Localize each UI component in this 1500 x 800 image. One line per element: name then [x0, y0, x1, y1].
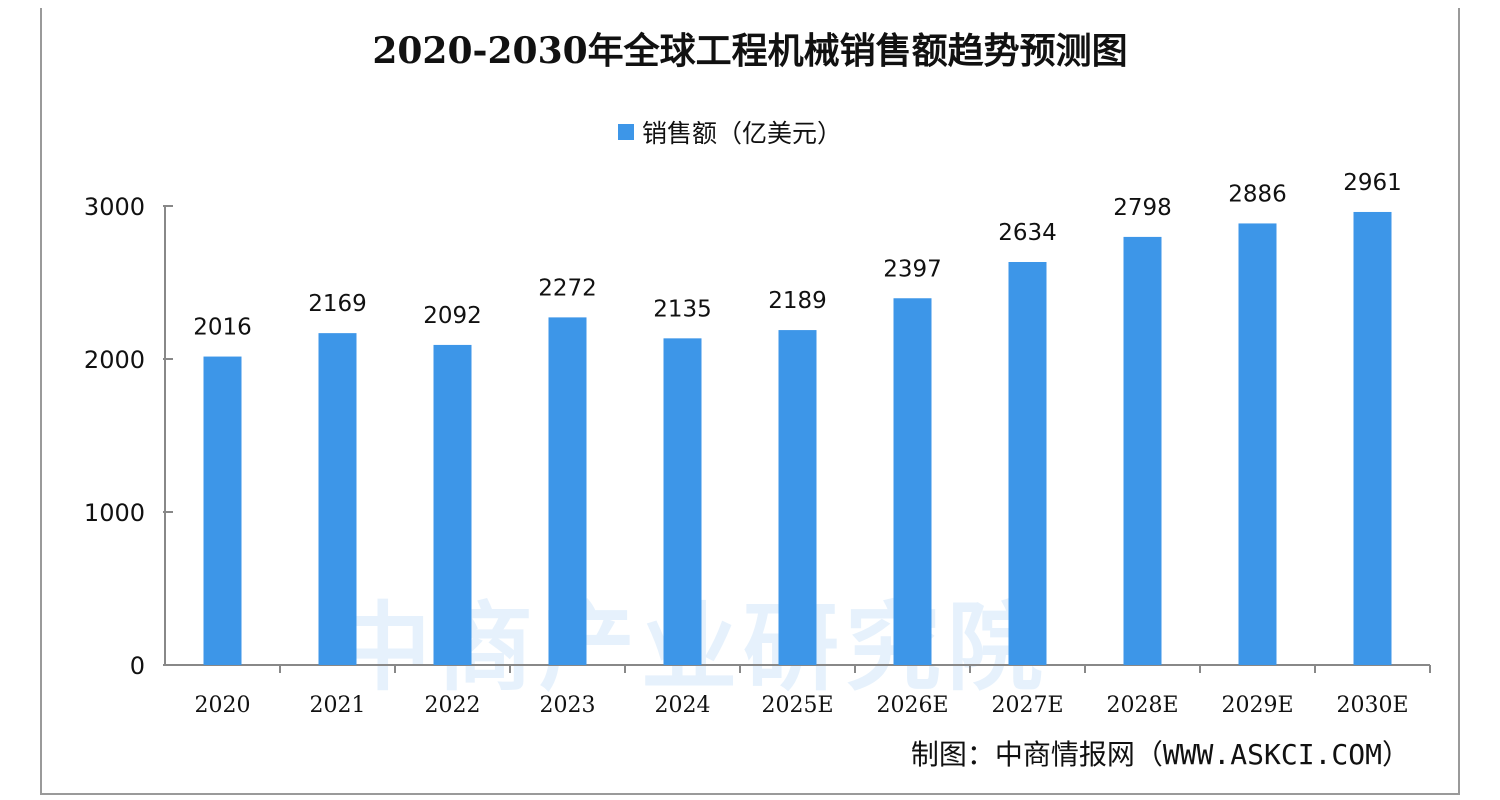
bar-2029E — [1238, 223, 1277, 665]
data-label: 2189 — [768, 288, 827, 314]
x-tick-label: 2027E — [991, 693, 1063, 718]
x-tick-label: 2022 — [425, 693, 481, 718]
data-label: 2798 — [1113, 195, 1172, 221]
bar-2021 — [318, 333, 357, 665]
bar-2020 — [203, 356, 242, 665]
x-tick-label: 2021 — [310, 693, 366, 718]
chart-frame — [40, 8, 1460, 795]
bar-2028E — [1123, 236, 1162, 665]
x-tick-label: 2024 — [655, 693, 711, 718]
data-label: 2016 — [193, 315, 252, 341]
y-tick-label: 3000 — [84, 193, 145, 221]
legend: 销售额（亿美元） — [618, 114, 842, 150]
bar-2027E — [1008, 261, 1047, 665]
data-label: 2634 — [998, 220, 1057, 246]
source-note: 制图：中商情报网（WWW.ASKCI.COM） — [910, 738, 1410, 771]
bar-2025E — [778, 330, 817, 665]
legend-label: 销售额（亿美元） — [642, 119, 843, 148]
x-tick-label: 2028E — [1106, 693, 1178, 718]
data-label: 2272 — [538, 275, 597, 301]
data-label: 2397 — [883, 256, 942, 282]
y-tick-label: 0 — [130, 652, 145, 680]
chart-title: 2020-2030年全球工程机械销售额趋势预测图 — [372, 30, 1128, 72]
bar-2024 — [663, 338, 702, 665]
data-label: 2886 — [1228, 181, 1287, 207]
bar-2030E — [1353, 211, 1392, 666]
x-tick-label: 2029E — [1221, 693, 1293, 718]
x-tick-label: 2026E — [876, 693, 948, 718]
x-tick-label: 2023 — [540, 693, 596, 718]
y-tick-label: 1000 — [84, 499, 145, 527]
legend-swatch — [618, 124, 634, 140]
data-label: 2135 — [653, 296, 712, 322]
x-tick-label: 2030E — [1336, 693, 1408, 718]
data-label: 2961 — [1343, 170, 1402, 196]
x-tick-label: 2020 — [195, 693, 251, 718]
data-label: 2092 — [423, 303, 482, 329]
bar-2026E — [893, 298, 932, 665]
x-tick-label: 2025E — [761, 693, 833, 718]
data-label: 2169 — [308, 291, 367, 317]
y-tick-label: 2000 — [84, 346, 145, 374]
bar-2022 — [433, 344, 472, 665]
bar-2023 — [548, 317, 587, 665]
